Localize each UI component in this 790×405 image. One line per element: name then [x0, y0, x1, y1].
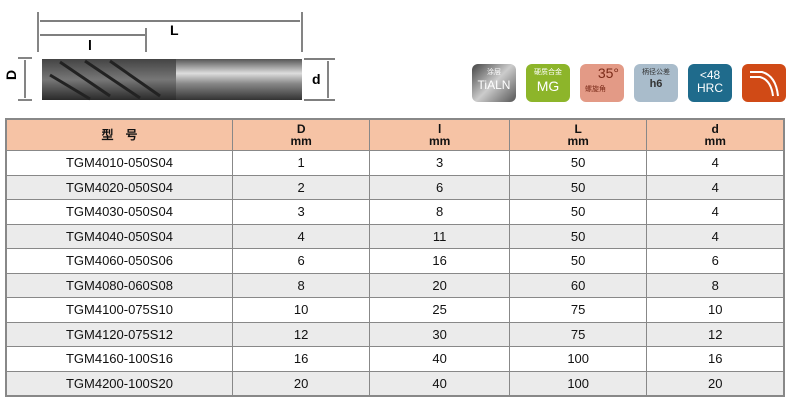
table-cell: 4 — [646, 174, 785, 200]
table-cell: 50 — [508, 174, 648, 200]
header-name: L — [574, 122, 582, 136]
table-cell: 75 — [508, 321, 648, 347]
coating-badge: 涂层 TiALN — [472, 64, 516, 102]
hardness-badge: <48 HRC — [688, 64, 732, 102]
table-row: TGM4200-100S20 20 40 100 20 — [5, 370, 785, 397]
table-cell: 10 — [646, 297, 785, 323]
table-cell: 40 — [369, 346, 510, 372]
material-badge: 硬质合金 MG — [526, 64, 570, 102]
table-row: TGM4040-050S04 4 11 50 4 — [5, 223, 785, 249]
D-label: D — [3, 70, 19, 80]
table-cell: 3 — [369, 150, 510, 176]
table-row: TGM4120-075S12 12 30 75 12 — [5, 321, 785, 347]
badge-value: 35° — [597, 65, 619, 81]
helix-angle-badge: 35° 螺旋角 — [580, 64, 624, 102]
header-name: l — [437, 122, 442, 136]
table-cell: 10 — [231, 297, 371, 323]
end-mill-diagram: L l D d — [3, 12, 335, 101]
table-cell: 8 — [231, 272, 371, 298]
d-label: d — [312, 71, 321, 87]
column-header: 型 号 — [5, 118, 233, 151]
table-cell: 25 — [369, 297, 510, 323]
badge-caption: 硬质合金 — [534, 69, 562, 76]
badge-value: TiALN — [477, 78, 511, 92]
table-cell: 30 — [369, 321, 510, 347]
header-name: D — [296, 122, 306, 136]
table-cell: TGM4040-050S04 — [5, 223, 233, 249]
table-cell: 50 — [508, 248, 648, 274]
table-cell: 8 — [646, 272, 785, 298]
table-cell: TGM4080-060S08 — [5, 272, 233, 298]
table-cell: 20 — [369, 272, 510, 298]
corner-radius-icon — [742, 64, 786, 102]
table-cell: 75 — [508, 297, 648, 323]
table-cell: 50 — [508, 199, 648, 225]
badge-caption: 螺旋角 — [585, 86, 606, 93]
table-cell: 4 — [231, 223, 371, 249]
table-cell: 1 — [231, 150, 371, 176]
header-unit: mm — [428, 134, 451, 148]
table-cell: 12 — [231, 321, 371, 347]
table-cell: 2 — [231, 174, 371, 200]
table-cell: 11 — [369, 223, 510, 249]
table-cell: 4 — [646, 223, 785, 249]
table-cell: 20 — [231, 370, 371, 397]
table-cell: 16 — [369, 248, 510, 274]
table-cell: 12 — [646, 321, 785, 347]
table-cell: 8 — [369, 199, 510, 225]
table-cell: 4 — [646, 199, 785, 225]
column-header: d mm — [646, 118, 785, 151]
table-cell: 16 — [646, 346, 785, 372]
table-row: TGM4030-050S04 3 8 50 4 — [5, 199, 785, 225]
table-cell: 4 — [646, 150, 785, 176]
shank-tolerance-badge: 柄径公差 h6 — [634, 64, 678, 102]
table-cell: TGM4120-075S12 — [5, 321, 233, 347]
table-row: TGM4060-050S06 6 16 50 6 — [5, 248, 785, 274]
badge-caption: 涂层 — [487, 69, 501, 76]
table-row: TGM4080-060S08 8 20 60 8 — [5, 272, 785, 298]
table-cell: 50 — [508, 150, 648, 176]
table-cell: TGM4010-050S04 — [5, 150, 233, 176]
table-cell: 16 — [231, 346, 371, 372]
table-cell: 100 — [508, 370, 648, 397]
header-unit: mm — [290, 134, 312, 148]
header-name: 型 号 — [101, 128, 138, 142]
table-cell: 6 — [231, 248, 371, 274]
table-row: TGM4100-075S10 10 25 75 10 — [5, 297, 785, 323]
table-cell: 40 — [369, 370, 510, 397]
table-cell: 6 — [369, 174, 510, 200]
table-cell: TGM4160-100S16 — [5, 346, 233, 372]
table-cell: 60 — [508, 272, 648, 298]
header-unit: mm — [567, 134, 589, 148]
table-row: TGM4160-100S16 16 40 100 16 — [5, 346, 785, 372]
table-cell: TGM4060-050S06 — [5, 248, 233, 274]
l-label: l — [88, 37, 92, 53]
badge-value: MG — [536, 78, 560, 94]
table-cell: TGM4030-050S04 — [5, 199, 233, 225]
table-cell: 50 — [508, 223, 648, 249]
table-cell: 3 — [231, 199, 371, 225]
L-label: L — [170, 22, 179, 38]
table-row: TGM4020-050S04 2 6 50 4 — [5, 174, 785, 200]
table-cell: TGM4200-100S20 — [5, 370, 233, 397]
header-name: d — [711, 122, 719, 136]
table-cell: 6 — [646, 248, 785, 274]
table-cell: TGM4100-075S10 — [5, 297, 233, 323]
header-unit: mm — [704, 134, 726, 148]
table-cell: 20 — [646, 370, 785, 397]
badge-caption: HRC — [697, 81, 723, 95]
badge-caption: 柄径公差 — [642, 69, 670, 76]
badge-value: <48 — [699, 68, 721, 82]
badge-value: h6 — [649, 78, 663, 90]
table-row: TGM4010-050S04 1 3 50 4 — [5, 150, 785, 176]
table-cell: TGM4020-050S04 — [5, 174, 233, 200]
table-cell: 100 — [508, 346, 648, 372]
column-header: l mm — [369, 118, 510, 151]
